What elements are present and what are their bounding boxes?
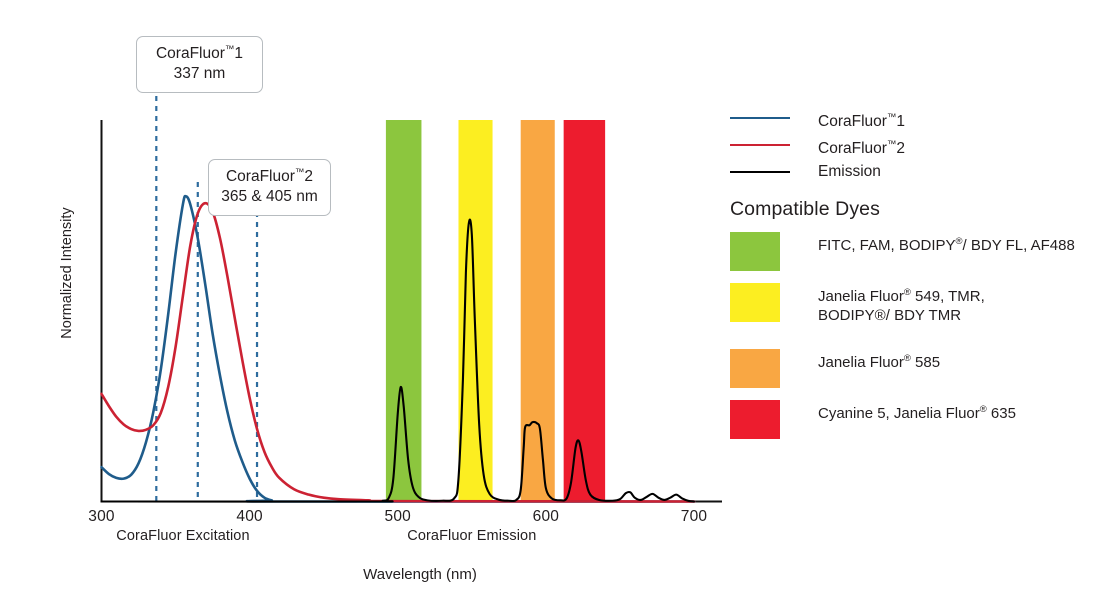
range-label-emission: CoraFluor Emission (407, 527, 537, 544)
callout-corafluor2: CoraFluor™2 365 & 405 nm (208, 159, 331, 216)
xtick-700: 700 (680, 507, 708, 525)
green-band (385, 120, 422, 502)
red-band (563, 120, 606, 502)
callout-corafluor1: CoraFluor™1 337 nm (136, 36, 263, 93)
dye-label-green: FITC, FAM, BODIPY®/ BDY FL, AF488 (818, 236, 1075, 254)
callout2-line1: CoraFluor™2 (225, 167, 314, 186)
legend-label-cora2: CoraFluor™2 (818, 139, 906, 158)
xtick-600: 600 (532, 507, 560, 525)
legend-swatch-line-cora2 (730, 144, 790, 147)
dye-row-yellow[interactable]: Janelia Fluor® 549, TMR, BODIPY®/ BDY TMR (730, 283, 1110, 349)
legend-swatch-line-cora1 (730, 117, 790, 120)
series-curve-emission (100, 218, 696, 503)
range-label-excitation: CoraFluor Excitation (116, 527, 250, 544)
dye-label-orange: Janelia Fluor® 585 (818, 353, 941, 371)
compatible-dyes-heading: Compatible Dyes (730, 198, 880, 220)
xtick-300: 300 (88, 507, 115, 525)
orange-band (520, 120, 555, 502)
legend-item-cora1[interactable]: CoraFluor™1 (730, 105, 1110, 132)
legend-item-emission[interactable]: Emission (730, 159, 1110, 186)
plot-canvas (100, 86, 722, 503)
legend-label-cora1: CoraFluor™1 (818, 112, 906, 131)
compatible-dyes-list: FITC, FAM, BODIPY®/ BDY FL, AF488 Janeli… (730, 232, 1110, 451)
dye-swatch-yellow (730, 283, 780, 322)
dye-swatch-orange (730, 349, 780, 388)
dye-row-orange[interactable]: Janelia Fluor® 585 (730, 349, 1110, 400)
series-curve-corafluor1 (100, 194, 696, 503)
dye-row-green[interactable]: FITC, FAM, BODIPY®/ BDY FL, AF488 (730, 232, 1110, 283)
callout1-line2: 337 nm (173, 64, 226, 82)
spectra-plot: CoraFluor™1 337 nm CoraFluor™2 365 & 405… (59, 36, 722, 583)
callout2-line2: 365 & 405 nm (221, 187, 318, 205)
xtick-400: 400 (236, 507, 263, 525)
x-axis-label: Wavelength (nm) (363, 566, 477, 583)
series-legend: CoraFluor™1 CoraFluor™2 Emission (730, 105, 1110, 186)
dye-swatch-green (730, 232, 780, 271)
legend-label-emission: Emission (818, 163, 881, 180)
legend-swatch-line-emission (730, 171, 790, 174)
dye-swatch-red (730, 400, 780, 439)
y-axis-label: Normalized Intensity (59, 207, 75, 339)
legend-item-cora2[interactable]: CoraFluor™2 (730, 132, 1110, 159)
dye-row-red[interactable]: Cyanine 5, Janelia Fluor® 635 (730, 400, 1110, 451)
dye-label-red: Cyanine 5, Janelia Fluor® 635 (818, 404, 1016, 422)
dye-label-yellow: Janelia Fluor® 549, TMR, BODIPY®/ BDY TMR (818, 287, 985, 324)
series-curve-corafluor2 (100, 201, 696, 503)
callout1-line1: CoraFluor™1 (155, 44, 244, 63)
xtick-500: 500 (384, 507, 411, 525)
